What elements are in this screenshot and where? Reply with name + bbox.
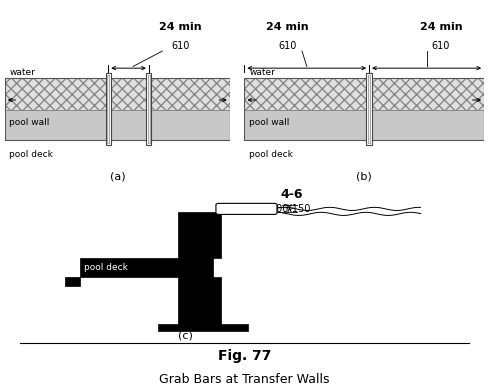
Text: 24 min: 24 min bbox=[266, 22, 308, 32]
FancyBboxPatch shape bbox=[216, 203, 276, 214]
Text: 24 min: 24 min bbox=[419, 22, 461, 32]
Bar bbox=[367, 75, 369, 144]
Bar bbox=[106, 73, 111, 145]
Text: 100-150: 100-150 bbox=[271, 204, 311, 214]
Bar bbox=[244, 110, 483, 140]
Text: (a): (a) bbox=[109, 171, 125, 181]
Bar bbox=[178, 212, 221, 258]
Bar bbox=[64, 277, 80, 286]
Text: 610: 610 bbox=[171, 41, 189, 51]
Text: pool wall: pool wall bbox=[249, 118, 289, 127]
Bar bbox=[366, 73, 371, 145]
Text: water: water bbox=[249, 68, 275, 77]
Bar bbox=[5, 110, 229, 140]
Text: 24 min: 24 min bbox=[159, 22, 201, 32]
Bar bbox=[158, 324, 248, 331]
Text: 610: 610 bbox=[278, 41, 296, 51]
Text: Fig. 77: Fig. 77 bbox=[217, 349, 271, 363]
Text: pool deck: pool deck bbox=[9, 150, 53, 159]
Bar bbox=[178, 277, 221, 324]
Bar bbox=[107, 75, 109, 144]
Text: pool deck: pool deck bbox=[249, 150, 293, 159]
Bar bbox=[244, 79, 483, 110]
Bar bbox=[244, 79, 483, 140]
Bar bbox=[146, 73, 151, 145]
Text: (b): (b) bbox=[356, 171, 371, 181]
Text: Grab Bars at Transfer Walls: Grab Bars at Transfer Walls bbox=[159, 373, 329, 386]
Bar bbox=[5, 79, 229, 140]
Bar bbox=[80, 258, 213, 277]
Text: water: water bbox=[9, 68, 35, 77]
Text: 610: 610 bbox=[431, 41, 449, 51]
Text: pool wall: pool wall bbox=[9, 118, 50, 127]
Text: 4-6: 4-6 bbox=[280, 188, 302, 201]
Bar bbox=[147, 75, 150, 144]
Text: pool deck: pool deck bbox=[84, 263, 128, 272]
Text: (c): (c) bbox=[178, 331, 193, 341]
Bar bbox=[5, 79, 229, 110]
